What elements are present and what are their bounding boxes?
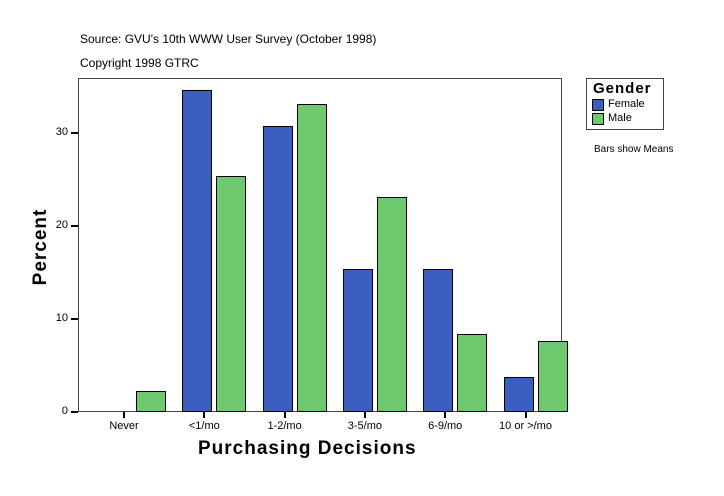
legend-male: Male <box>608 112 632 124</box>
x-axis-title: Purchasing Decisions <box>198 438 417 459</box>
y-axis-title: Percent <box>30 208 51 286</box>
bar-female <box>503 376 534 412</box>
male-swatch-icon <box>592 113 604 125</box>
x-tick <box>363 412 366 418</box>
female-swatch-icon <box>592 99 604 111</box>
legend-female: Female <box>608 98 645 110</box>
x-tick-label: 3-5/mo <box>347 420 383 432</box>
y-tick <box>71 132 78 134</box>
bar-female <box>423 268 454 412</box>
copyright-text: Copyright 1998 GTRC <box>80 56 199 70</box>
bar-male <box>216 175 247 412</box>
x-tick <box>283 412 286 418</box>
bar-male <box>136 390 166 412</box>
bar-male <box>537 341 568 412</box>
y-tick <box>71 411 78 413</box>
bar-male <box>457 333 488 412</box>
bar-male <box>376 197 407 412</box>
bar-female <box>182 90 213 412</box>
y-tick-label: 0 <box>61 405 68 417</box>
bar-female <box>262 125 293 412</box>
bar-female <box>342 268 373 412</box>
legend-title: Gender <box>593 80 652 97</box>
bar-male <box>296 104 327 412</box>
x-tick <box>444 412 447 418</box>
y-tick <box>71 225 78 227</box>
x-tick-label: 6-9/mo <box>428 420 463 432</box>
x-tick-label: <1/mo <box>188 420 220 432</box>
x-tick <box>123 412 125 418</box>
y-tick <box>71 318 78 320</box>
x-tick <box>524 412 527 418</box>
bars-note: Bars show Means <box>594 144 674 155</box>
source-text: Source: GVU's 10th WWW User Survey (Octo… <box>80 32 377 46</box>
legend: Gender Female Male <box>586 78 664 130</box>
x-tick-label: 10 or >/mo <box>499 420 552 432</box>
x-tick-label: Never <box>109 420 139 432</box>
y-tick-label: 30 <box>55 126 68 138</box>
y-tick-label: 10 <box>55 312 68 324</box>
x-tick-label: 1-2/mo <box>267 420 302 432</box>
x-tick <box>203 412 206 418</box>
y-tick-label: 20 <box>55 219 68 231</box>
